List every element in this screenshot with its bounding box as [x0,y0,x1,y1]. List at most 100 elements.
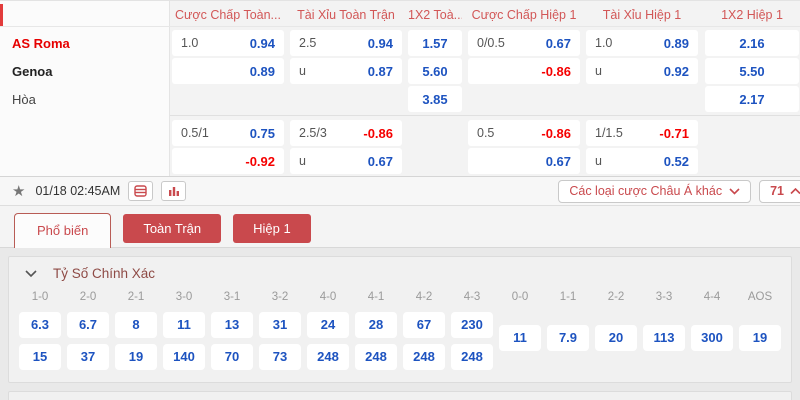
score-column: 2-1 8 19 [115,288,157,370]
handicap-value: 0.5 [477,126,495,140]
favorite-star-icon[interactable]: ★ [12,183,26,200]
score-odds-cell[interactable]: 67 [403,312,445,338]
handicap-fulltime-cell[interactable]: 0.89 [172,58,284,84]
overunder-fulltime-cell[interactable]: u 0.87 [290,58,402,84]
score-odds-cell[interactable]: 15 [19,344,61,370]
score-odds-cell[interactable]: 300 [691,325,733,351]
line-value: u [299,154,306,168]
score-odds-cell[interactable]: 24 [307,312,349,338]
overunder-half1-cell[interactable]: 1.0 0.89 [586,30,698,56]
correct-score-header[interactable]: Tỷ Số Chính Xác [9,257,791,286]
score-odds-cell[interactable]: 70 [211,344,253,370]
x12-half1-cell[interactable]: 5.50 [705,58,799,84]
empty-slot [705,120,799,146]
score-odds-cell[interactable]: 140 [163,344,205,370]
table-row: Hòa 3.85 2.17 [0,86,800,112]
score-label: 2-2 [607,291,625,303]
x12-fulltime-cell[interactable]: 5.60 [408,58,462,84]
tab-popular[interactable]: Phổ biến [14,213,112,248]
handicap-fulltime-cell[interactable]: 1.0 0.94 [172,30,284,56]
overunder-half1-cell[interactable]: u 0.92 [586,58,698,84]
stacked-rows-icon [134,185,147,197]
handicap-half1-cell[interactable]: 0.5 -0.86 [468,120,580,146]
odds-value: 0.75 [249,125,275,141]
table-row: 0.5/1 0.75 2.5/3 -0.86 0.5 -0.86 1/1.5 -… [0,120,800,146]
handicap-half1-cell[interactable]: 0/0.5 0.67 [468,30,580,56]
handicap-half1-cell[interactable]: -0.86 [468,58,580,84]
line-value: u [595,154,602,168]
x12-fulltime-cell[interactable]: 3.85 [408,86,462,112]
overunder-half1-cell[interactable]: 1/1.5 -0.71 [586,120,698,146]
line-value: 1.0 [595,36,613,50]
markets-count-button[interactable]: 71 [759,179,800,203]
score-odds-cell[interactable]: 6.7 [67,312,109,338]
chevron-down-icon [729,187,740,195]
odds-value: 2.16 [739,35,765,51]
dropdown-label: Các loại cược Châu Á khác [569,184,723,198]
score-odds-cell[interactable]: 248 [451,344,493,370]
odds-value: 0.92 [663,63,689,79]
handicap-fulltime-cell[interactable]: 0.5/1 0.75 [172,120,284,146]
tab-half1[interactable]: Hiệp 1 [233,214,311,243]
odds-value: 0.94 [249,35,275,51]
score-odds-cell[interactable]: 6.3 [19,312,61,338]
handicap-half1-cell[interactable]: 0.67 [468,148,580,174]
score-odds-cell[interactable]: 7.9 [547,325,589,351]
x12-fulltime-cell[interactable]: 1.57 [408,30,462,56]
header-handicap-half1: Cược Chấp Hiệp 1 [471,8,577,22]
score-column: 0-0 11 [499,288,541,370]
odds-value: 3.85 [422,91,448,107]
odds-value: 0.67 [367,153,393,169]
home-team-name: AS Roma [12,35,70,51]
score-column: 3-3 113 [643,288,685,370]
score-odds-cell[interactable]: 248 [355,344,397,370]
odds-value: 5.60 [422,63,448,79]
score-odds-cell[interactable]: 13 [211,312,253,338]
overunder-half1-cell[interactable]: u 0.52 [586,148,698,174]
score-odds-cell[interactable]: 19 [115,344,157,370]
score-label: 4-3 [463,291,481,303]
handicap-fulltime-cell[interactable]: -0.92 [172,148,284,174]
line-value: 2.5/3 [299,126,327,140]
score-odds-cell[interactable]: 37 [67,344,109,370]
bar-chart-button[interactable] [161,181,187,201]
x12-half1-cell[interactable]: 2.16 [705,30,799,56]
score-odds-cell[interactable]: 248 [403,344,445,370]
score-label: 3-1 [223,291,241,303]
score-odds-cell[interactable]: 19 [739,325,781,351]
x12-half1-cell[interactable]: 2.17 [705,86,799,112]
header-overunder-fulltime: Tài Xỉu Toàn Trận [297,8,395,22]
other-asian-bets-dropdown[interactable]: Các loại cược Châu Á khác [558,179,752,203]
score-label: 1-0 [31,291,49,303]
odds-table-header: Cược Chấp Toàn... Tài Xỉu Toàn Trận 1X2 … [0,4,800,27]
score-odds-cell[interactable]: 20 [595,325,637,351]
score-odds-cell[interactable]: 28 [355,312,397,338]
score-column: 3-0 11 140 [163,288,205,370]
odds-value: 0.52 [663,153,689,169]
score-odds-cell[interactable]: 31 [259,312,301,338]
overunder-fulltime-cell[interactable]: 2.5/3 -0.86 [290,120,402,146]
score-odds-cell[interactable]: 8 [115,312,157,338]
score-odds-cell[interactable]: 73 [259,344,301,370]
score-odds-cell[interactable]: 248 [307,344,349,370]
score-label: 2-0 [79,291,97,303]
score-odds-cell[interactable]: 11 [163,312,205,338]
table-row: -0.92 u 0.67 0.67 u 0.52 [0,148,800,174]
odds-value: -0.71 [659,125,689,141]
table-row: AS Roma 1.0 0.94 2.5 0.94 1.57 0/0.5 0.6… [0,30,800,56]
tab-fulltime[interactable]: Toàn Trận [123,214,222,243]
empty-slot [468,86,580,112]
bar-chart-icon [168,187,179,196]
overunder-fulltime-cell[interactable]: 2.5 0.94 [290,30,402,56]
score-odds-cell[interactable]: 113 [643,325,685,351]
odds-value: 0.89 [663,35,689,51]
score-odds-cell[interactable]: 11 [499,325,541,351]
odds-value: -0.92 [245,153,275,169]
odds-value: 0.67 [545,35,571,51]
score-odds-cell[interactable]: 230 [451,312,493,338]
correct-score-h1-header[interactable]: Tỷ Số Chính Xác Hiệp 1 [9,392,791,400]
correct-score-h1-section: Tỷ Số Chính Xác Hiệp 1 [8,391,792,400]
stacked-rows-button[interactable] [128,181,154,201]
score-label: 4-2 [415,291,433,303]
overunder-fulltime-cell[interactable]: u 0.67 [290,148,402,174]
